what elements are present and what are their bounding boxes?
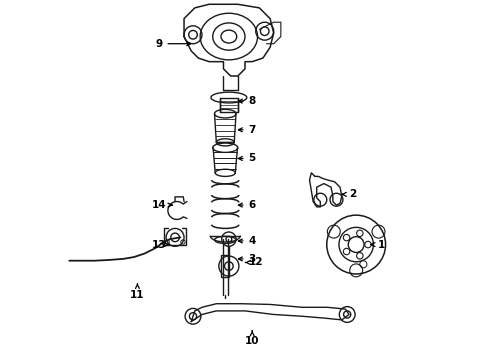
Text: 7: 7 bbox=[239, 125, 256, 135]
Text: 1: 1 bbox=[371, 239, 385, 249]
Text: 6: 6 bbox=[239, 200, 256, 210]
Text: 2: 2 bbox=[343, 189, 356, 199]
Text: 13: 13 bbox=[152, 239, 169, 249]
Text: 10: 10 bbox=[245, 331, 259, 346]
Text: 11: 11 bbox=[130, 284, 145, 300]
Text: 14: 14 bbox=[151, 200, 172, 210]
Text: 9: 9 bbox=[155, 39, 191, 49]
Text: 5: 5 bbox=[239, 153, 256, 163]
Bar bbox=[221, 255, 229, 277]
Text: 8: 8 bbox=[239, 96, 256, 106]
Text: 12: 12 bbox=[245, 257, 263, 267]
Bar bbox=[220, 98, 238, 112]
Text: 4: 4 bbox=[239, 236, 256, 246]
Text: 3: 3 bbox=[239, 254, 256, 264]
